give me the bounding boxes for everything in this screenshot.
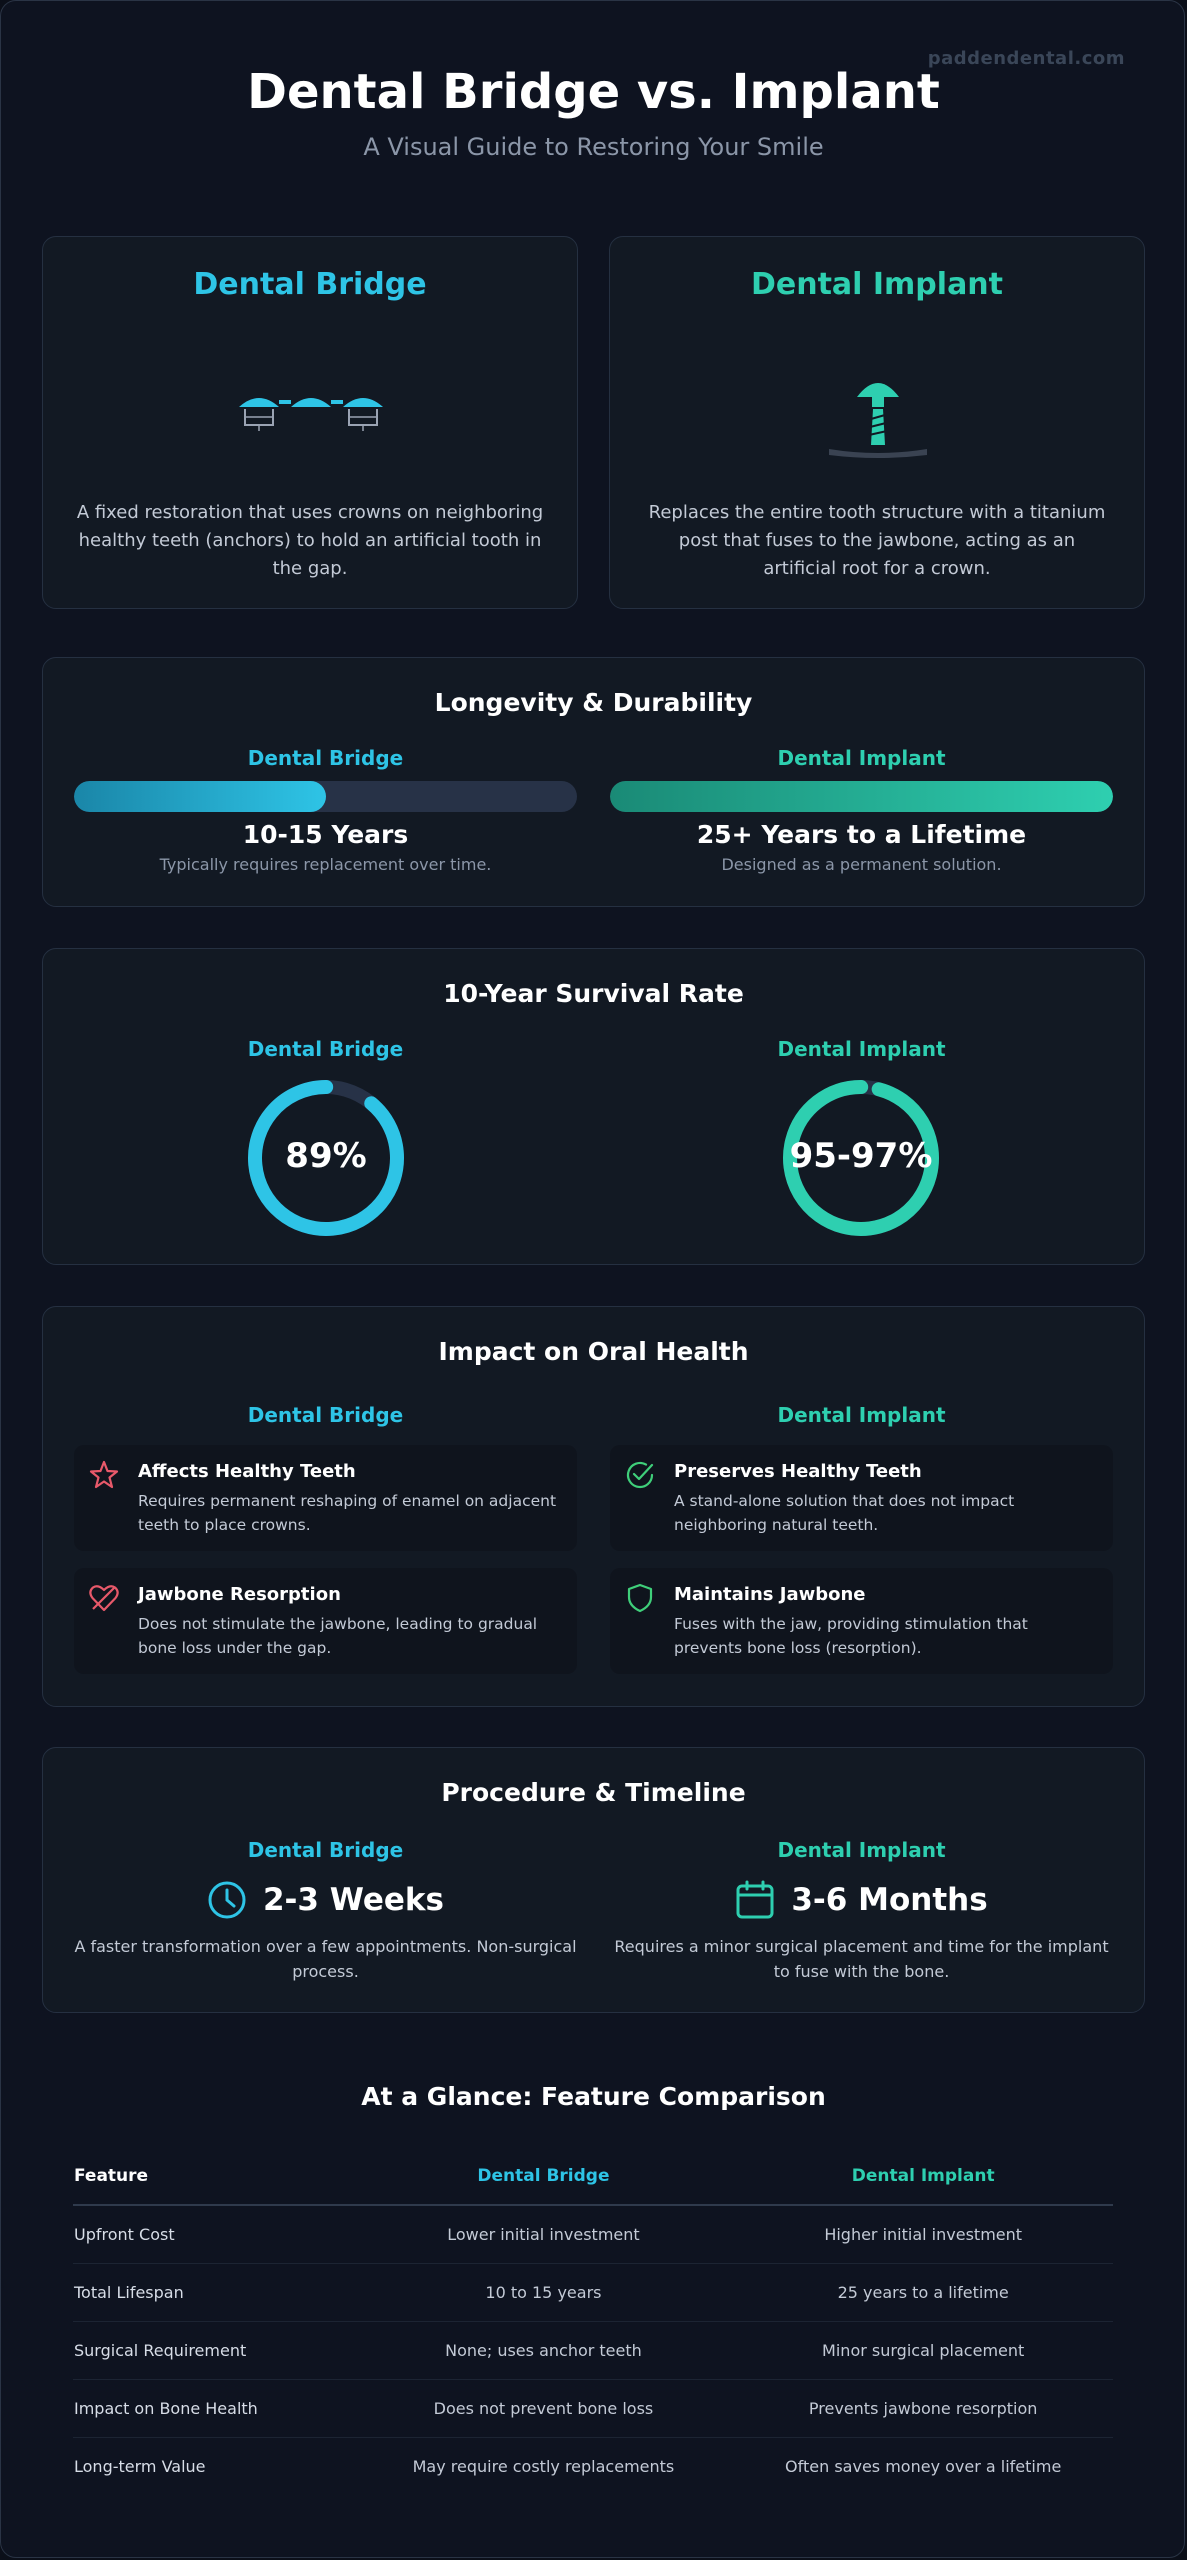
dental-bridge-icon <box>239 398 383 431</box>
impact-item-title: Affects Healthy Teeth <box>138 1461 356 1482</box>
page-title: Dental Bridge vs. Implant <box>247 64 940 120</box>
bridge-intro-card: Dental Bridge A fixed restoration that u… <box>42 236 578 609</box>
column-header-feature: Feature <box>73 2148 354 2206</box>
table-cell: Surgical Requirement <box>73 2321 354 2380</box>
implant-intro-card: Dental Implant Replaces the entire tooth… <box>609 236 1145 609</box>
impact-item-title: Preserves Healthy Teeth <box>674 1461 922 1482</box>
implant-timeline-value: 3-6 Months <box>791 1882 988 1918</box>
impact-item: Preserves Healthy Teeth A stand-alone so… <box>610 1445 1113 1551</box>
implant-timeline: 3-6 Months <box>610 1878 1113 1922</box>
impact-item-text: A stand-alone solution that does not imp… <box>674 1492 1015 1534</box>
longevity-card: Longevity & Durability Dental Bridge Den… <box>42 657 1145 907</box>
bridge-survival-ring <box>248 1080 404 1236</box>
table-cell: Higher initial investment <box>733 2205 1113 2264</box>
table-row: Long-term Value May require costly repla… <box>73 2438 1113 2496</box>
bridge-longevity-value: 10-15 Years <box>242 820 409 849</box>
impact-item: Jawbone Resorption Does not stimulate th… <box>74 1568 577 1674</box>
table-cell: Upfront Cost <box>73 2205 354 2264</box>
table-row: Total Lifespan 10 to 15 years 25 years t… <box>73 2263 1113 2322</box>
check-circle-icon <box>626 1461 654 1489</box>
implant-survival-value: 95-97% <box>789 1136 933 1176</box>
survival-title: 10-Year Survival Rate <box>443 979 744 1008</box>
survival-card: 10-Year Survival Rate Dental Bridge Dent… <box>42 948 1145 1265</box>
table-cell: Does not prevent bone loss <box>353 2379 734 2438</box>
procedure-bridge-label: Dental Bridge <box>247 1838 404 1862</box>
column-header-implant: Dental Implant <box>733 2148 1113 2206</box>
procedure-implant-label: Dental Implant <box>777 1838 946 1862</box>
clock-icon <box>208 1881 246 1919</box>
impact-item: Affects Healthy Teeth Requires permanent… <box>74 1445 577 1551</box>
table-cell: Lower initial investment <box>353 2205 734 2264</box>
longevity-implant-label: Dental Implant <box>777 746 946 770</box>
implant-intro-title: Dental Implant <box>750 267 1004 302</box>
implant-longevity-bar <box>610 781 1113 812</box>
page-subtitle: A Visual Guide to Restoring Your Smile <box>363 133 824 161</box>
longevity-bridge-label: Dental Bridge <box>247 746 404 770</box>
implant-longevity-value: 25+ Years to a Lifetime <box>696 820 1027 849</box>
bridge-longevity-note: Typically requires replacement over time… <box>159 855 492 874</box>
impact-card: Impact on Oral Health Dental Bridge Dent… <box>42 1306 1145 1707</box>
star-outline-icon <box>89 1460 119 1489</box>
table-cell: Long-term Value <box>74 2457 206 2476</box>
bridge-timeline-text: A faster transformation over a few appoi… <box>74 1937 577 1981</box>
table-cell: Impact on Bone Health <box>73 2379 354 2438</box>
impact-bridge-label: Dental Bridge <box>247 1403 404 1427</box>
bridge-longevity-fill <box>74 781 326 812</box>
impact-item-text: Fuses with the jaw, providing stimulatio… <box>674 1615 1028 1657</box>
column-header-bridge: Dental Bridge <box>353 2148 734 2206</box>
watermark: paddendental.com <box>927 48 1125 69</box>
table-header-row: Feature Dental Bridge Dental Implant <box>73 2148 1113 2206</box>
table-cell: Minor surgical placement <box>733 2321 1113 2380</box>
table-row: Upfront Cost Lower initial investment Hi… <box>73 2205 1113 2264</box>
table-row: Impact on Bone Health Does not prevent b… <box>73 2379 1113 2438</box>
implant-survival-arc <box>783 1080 939 1236</box>
bridge-intro-title: Dental Bridge <box>193 267 427 302</box>
calendar-icon <box>736 1880 774 1919</box>
comparison-title: At a Glance: Feature Comparison <box>361 2082 826 2111</box>
procedure-title: Procedure & Timeline <box>441 1778 746 1807</box>
survival-implant-label: Dental Implant <box>777 1037 946 1061</box>
bridge-intro-text: A fixed restoration that uses crowns on … <box>76 502 544 579</box>
implant-timeline-text: Requires a minor surgical placement and … <box>614 1937 1109 1981</box>
implant-longevity-note: Designed as a permanent solution. <box>721 855 1002 874</box>
table-row: Surgical Requirement None; uses anchor t… <box>73 2321 1113 2380</box>
comparison-table: Feature Dental Bridge Dental Implant Upf… <box>73 2148 1113 2495</box>
bridge-survival-arc <box>248 1080 404 1236</box>
impact-item-title: Maintains Jawbone <box>674 1584 866 1605</box>
table-cell: Prevents jawbone resorption <box>733 2379 1113 2438</box>
procedure-card: Procedure & Timeline Dental Bridge Denta… <box>42 1747 1145 2013</box>
longevity-title: Longevity & Durability <box>434 688 753 717</box>
impact-item: Maintains Jawbone Fuses with the jaw, pr… <box>610 1568 1113 1674</box>
table-cell: Often saves money over a lifetime <box>785 2457 1062 2476</box>
bridge-timeline: 2-3 Weeks <box>74 1878 577 1922</box>
broken-heart-icon <box>89 1585 119 1612</box>
bridge-longevity-bar <box>74 781 577 812</box>
impact-item-text: Does not stimulate the jawbone, leading … <box>138 1615 538 1657</box>
table-cell: 10 to 15 years <box>353 2263 734 2322</box>
table-cell: May require costly replacements <box>412 2457 675 2476</box>
bridge-survival-value: 89% <box>285 1136 367 1176</box>
survival-bridge-label: Dental Bridge <box>247 1037 404 1061</box>
table-cell: Total Lifespan <box>73 2263 354 2322</box>
implant-survival-ring <box>783 1080 939 1236</box>
implant-longevity-fill <box>610 781 1113 812</box>
dental-implant-icon <box>829 383 927 458</box>
bridge-timeline-value: 2-3 Weeks <box>262 1882 444 1918</box>
table-cell: 25 years to a lifetime <box>733 2263 1113 2322</box>
table-cell: None; uses anchor teeth <box>353 2321 734 2380</box>
impact-implant-label: Dental Implant <box>777 1403 946 1427</box>
implant-intro-text: Replaces the entire tooth structure with… <box>648 502 1106 579</box>
impact-item-text: Requires permanent reshaping of enamel o… <box>138 1492 557 1534</box>
impact-item-title: Jawbone Resorption <box>138 1584 341 1605</box>
impact-title: Impact on Oral Health <box>438 1337 749 1366</box>
shield-icon <box>627 1583 653 1613</box>
